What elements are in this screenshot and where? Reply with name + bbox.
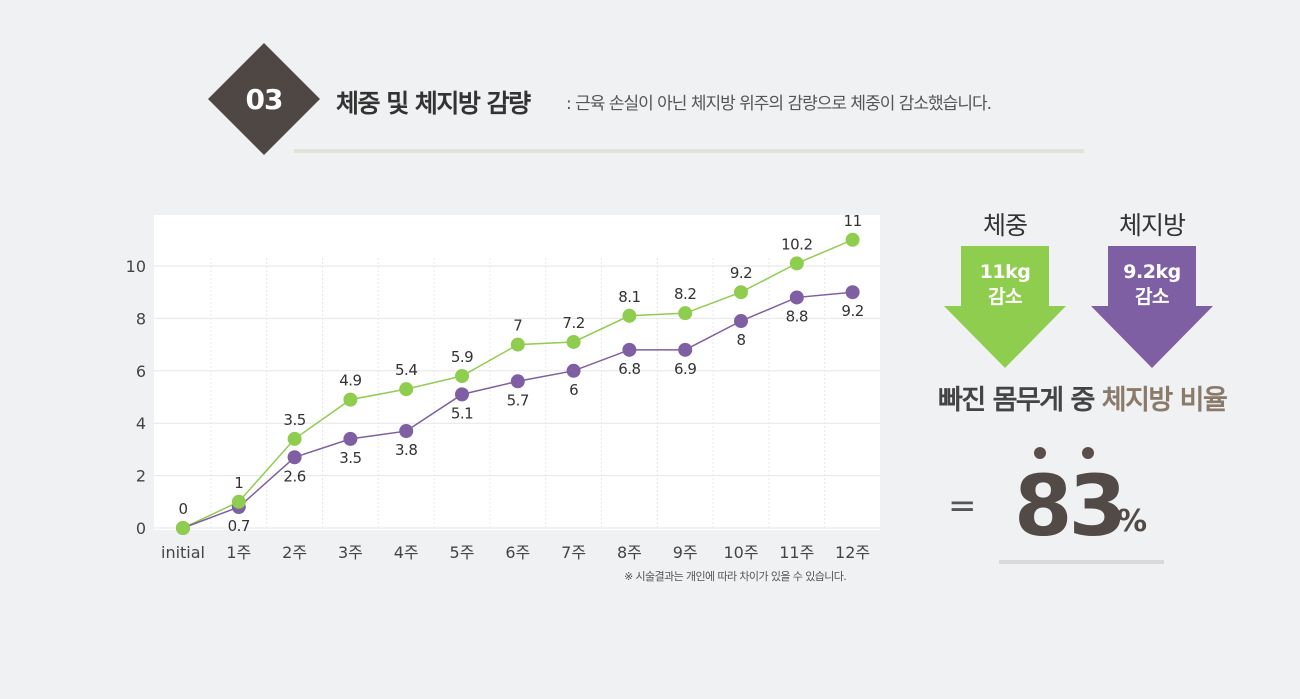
body-fat-data-label: 9.2 — [841, 302, 863, 320]
fat-ratio-label: 빠진 몸무게 중 체지방 비율 — [938, 378, 1228, 417]
weight-point — [343, 392, 358, 407]
body-fat-data-label: 6.9 — [674, 360, 696, 378]
section-subtitle: : 근육 손실이 아닌 체지방 위주의 감량으로 체중이 감소했습니다. — [566, 94, 992, 114]
section-number: 03 — [245, 83, 284, 116]
body-fat-data-label: 6.8 — [618, 360, 640, 378]
fat-decrease-label: 감소 — [1135, 286, 1169, 308]
weight-point — [510, 337, 525, 352]
weight-data-label: 7.2 — [562, 314, 584, 332]
arrow-down-icon — [944, 246, 1066, 368]
y-tick-label: 4 — [136, 414, 146, 433]
header-divider — [294, 149, 1084, 153]
chart-footnote: ※ 시술결과는 개인에 따라 차이가 있을 수 있습니다. — [624, 570, 847, 583]
result-underline — [999, 560, 1164, 564]
y-tick-label: 0 — [136, 519, 146, 538]
weight-point — [287, 431, 302, 446]
x-tick-label: 2주 — [282, 543, 307, 562]
weight-point — [176, 521, 190, 535]
plot-area — [154, 215, 880, 530]
weight-data-label: 11 — [844, 212, 862, 230]
x-tick-label: initial — [161, 543, 205, 562]
x-tick-label: 1주 — [226, 543, 251, 562]
body-fat-data-label: 5.1 — [451, 404, 473, 422]
body-fat-point — [734, 314, 748, 329]
body-fat-data-label: 3.8 — [395, 441, 417, 459]
x-tick-label: 8주 — [617, 543, 642, 562]
section-number-badge: 03 — [208, 43, 320, 155]
weight-arrow-text: 11kg 감소 — [944, 260, 1066, 310]
weight-point — [231, 494, 246, 509]
weight-data-label: 0 — [178, 500, 187, 518]
section-title: 체중 및 체지방 감량 — [336, 89, 531, 118]
weight-point — [678, 306, 693, 321]
body-fat-point — [678, 342, 693, 357]
body-fat-point — [566, 363, 581, 378]
body-fat-data-label: 3.5 — [339, 449, 361, 467]
body-fat-point — [287, 450, 302, 465]
weight-point — [566, 334, 581, 349]
body-fat-data-label: 8.8 — [786, 307, 808, 325]
body-fat-data-label: 8 — [736, 331, 745, 349]
body-fat-point — [399, 424, 414, 439]
x-tick-label: 12주 — [835, 543, 870, 562]
fat-arrow-title: 체지방 — [1118, 211, 1186, 240]
weight-point — [789, 256, 804, 271]
body-fat-point — [510, 374, 525, 389]
weight-point — [622, 308, 637, 323]
weight-data-label: 7 — [513, 317, 522, 335]
fat-amount: 9.2kg — [1123, 261, 1181, 283]
y-tick-label: 10 — [126, 257, 146, 276]
y-tick-label: 8 — [136, 309, 146, 328]
x-tick-label: 7주 — [561, 543, 586, 562]
body-fat-data-label: 6 — [569, 381, 578, 399]
y-tick-label: 2 — [136, 467, 146, 486]
fat-down-arrow: 9.2kg 감소 — [1091, 246, 1213, 368]
fat-ratio-unit: % — [1117, 504, 1148, 539]
weight-arrow-title: 체중 — [982, 211, 1028, 240]
weight-data-label: 1 — [234, 474, 243, 492]
weight-data-label: 9.2 — [730, 264, 752, 282]
x-tick-label: 4주 — [394, 543, 419, 562]
body-fat-point — [343, 431, 358, 446]
weight-data-label: 8.2 — [674, 285, 696, 303]
y-tick-label: 6 — [136, 362, 146, 381]
arrow-down-icon — [1091, 246, 1213, 368]
weight-data-label: 3.5 — [283, 411, 305, 429]
emphasis-dot — [1034, 447, 1046, 459]
weight-amount: 11kg — [979, 261, 1031, 283]
emphasis-dot — [1082, 447, 1094, 459]
fat-ratio-label-highlight: 체지방 비율 — [1101, 385, 1228, 416]
x-tick-label: 11주 — [779, 543, 814, 562]
fat-ratio-value: 83 — [1014, 457, 1127, 555]
body-fat-point — [622, 342, 637, 357]
x-tick-label: 9주 — [673, 543, 698, 562]
body-fat-point — [455, 387, 469, 402]
weight-data-label: 10.2 — [781, 235, 812, 253]
body-fat-data-label: 5.7 — [507, 391, 529, 409]
weight-point — [455, 369, 469, 384]
weight-down-arrow: 11kg 감소 — [944, 246, 1066, 368]
x-tick-label: 6주 — [505, 543, 530, 562]
weight-data-label: 5.9 — [451, 348, 473, 366]
fat-arrow-text: 9.2kg 감소 — [1091, 260, 1213, 310]
weight-point — [734, 285, 748, 300]
weight-point — [845, 232, 860, 247]
weight-data-label: 4.9 — [339, 372, 361, 390]
x-tick-label: 10주 — [723, 543, 758, 562]
x-tick-label: 5주 — [450, 543, 475, 562]
diamond-shape — [208, 43, 320, 155]
body-fat-data-label: 2.6 — [283, 467, 305, 485]
header-connector-line — [285, 99, 319, 100]
weight-point — [399, 382, 414, 397]
equals-sign: = — [948, 486, 977, 526]
weight-decrease-label: 감소 — [988, 286, 1022, 308]
weight-data-label: 5.4 — [395, 361, 417, 379]
body-fat-data-label: 0.7 — [228, 517, 250, 535]
x-tick-label: 3주 — [338, 543, 363, 562]
body-fat-point — [789, 290, 804, 305]
weight-data-label: 8.1 — [618, 288, 640, 306]
fat-ratio-label-prefix: 빠진 몸무게 중 — [938, 385, 1102, 416]
body-fat-point — [845, 285, 860, 300]
